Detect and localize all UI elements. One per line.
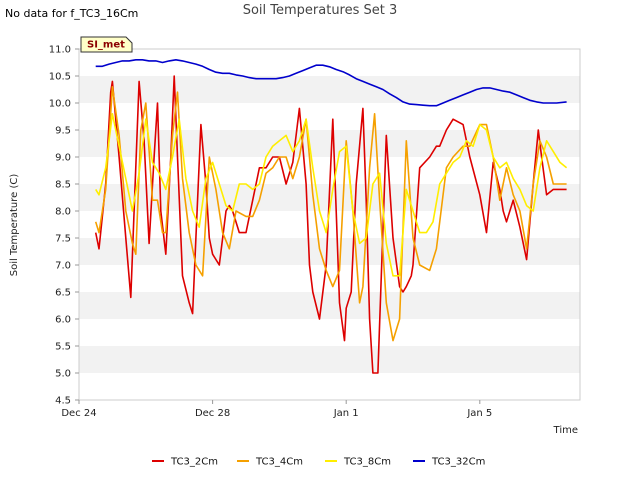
grid-band [79, 103, 580, 130]
legend-label: TC3_4Cm [255, 457, 303, 468]
grid-band [79, 76, 580, 103]
y-tick-label: 8.5 [55, 180, 71, 191]
grid-band [79, 373, 580, 400]
y-tick-label: 9.0 [55, 153, 71, 164]
si-met-badge: SI_met [80, 36, 133, 53]
no-data-note: No data for f_TC3_16Cm [5, 7, 139, 20]
x-axis-label: Time [553, 425, 578, 436]
series-lines [94, 58, 568, 374]
series-line-tc3-4cm [94, 86, 567, 342]
series-line-tc3-2cm [94, 75, 567, 374]
y-tick-label: 6.0 [55, 315, 71, 326]
y-tick-label: 7.5 [55, 234, 71, 245]
y-tick-label: 5.0 [55, 369, 71, 380]
y-tick-label: 7.0 [55, 261, 71, 272]
legend-label: TC3_8Cm [343, 457, 391, 468]
x-tick-label: Dec 24 [61, 408, 96, 419]
grid-band [79, 49, 580, 76]
y-tick-label: 11.0 [49, 45, 71, 56]
plot-frame [78, 48, 581, 401]
grid-band [79, 238, 580, 265]
grid-band [79, 130, 580, 157]
y-tick-label: 6.5 [55, 288, 71, 299]
x-axis-ticks: Dec 24 Dec 28 Jan 1 Jan 5 [61, 400, 492, 419]
grid-band [79, 346, 580, 373]
y-tick-label: 8.0 [55, 207, 71, 218]
y-tick-label: 9.5 [55, 126, 71, 137]
grid-band [79, 319, 580, 346]
chart-title: Soil Temperatures Set 3 [242, 3, 398, 18]
y-tick-label: 4.5 [55, 396, 71, 407]
legend-label: TC3_2Cm [170, 457, 218, 468]
x-tick-label: Jan 1 [333, 408, 359, 419]
y-axis-label: Soil Temperature (C) [9, 174, 20, 277]
legend: TC3_2Cm TC3_4Cm TC3_8Cm TC3_32Cm [152, 457, 485, 468]
y-tick-label: 10.5 [49, 72, 71, 83]
badge-label: SI_met [87, 40, 125, 51]
legend-label: TC3_32Cm [431, 457, 485, 468]
y-axis-ticks: 4.5 5.0 5.5 6.0 6.5 7.0 7.5 8.0 8.5 9.0 9.5 10.0 10.… [49, 45, 79, 407]
x-tick-label: Dec 28 [195, 408, 230, 419]
series-line-tc3-8cm [95, 113, 568, 277]
y-tick-label: 10.0 [49, 99, 71, 110]
series-line-tc3-32cm [95, 58, 567, 107]
y-tick-label: 5.5 [55, 342, 71, 353]
grid-band [79, 292, 580, 319]
x-tick-label: Jan 5 [466, 408, 492, 419]
grid-bands [79, 49, 580, 400]
